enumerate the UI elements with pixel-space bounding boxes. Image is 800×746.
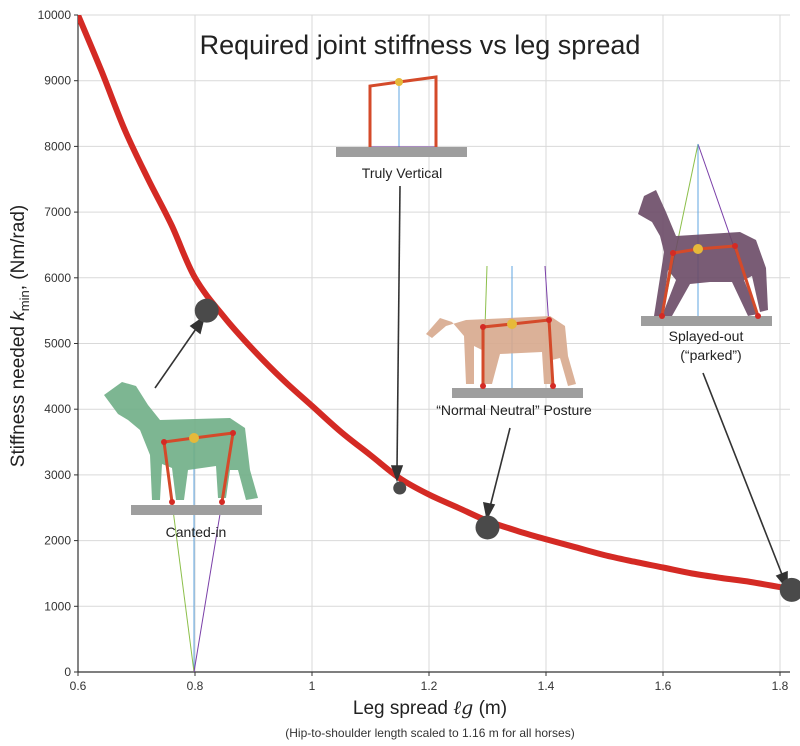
annotation-arrows — [154, 185, 788, 591]
x-axis-label: Leg spread ℓg (m) — [353, 697, 507, 719]
y-tick-label: 8000 — [44, 139, 71, 153]
y-axis-label-symbol: k — [8, 310, 29, 321]
horse-canted-in — [104, 382, 262, 673]
label-parked: (“parked”) — [680, 347, 741, 363]
horse-splayed-out — [638, 143, 772, 326]
key-point — [475, 515, 500, 540]
y-tick-label: 0 — [64, 665, 71, 679]
y-tick-label: 3000 — [44, 468, 71, 482]
frame-truly-vertical — [336, 75, 467, 157]
y-tick-label: 6000 — [44, 271, 71, 285]
y-tick-label: 9000 — [44, 74, 71, 88]
y-tick-label: 5000 — [44, 337, 71, 351]
y-tick-label: 7000 — [44, 205, 71, 219]
y-tick-label: 10000 — [38, 8, 72, 22]
key-point — [779, 577, 800, 602]
grid — [78, 14, 790, 673]
y-tick-label: 1000 — [44, 599, 71, 613]
y-tick-label: 4000 — [44, 402, 71, 416]
x-axis-footnote: (Hip-to-shoulder length scaled to 1.16 m… — [285, 726, 574, 740]
x-tick-label: 1.8 — [772, 679, 789, 693]
key-point — [393, 481, 407, 495]
chart-title: Required joint stiffness vs leg spread — [200, 30, 641, 60]
horse-normal-neutral — [426, 265, 583, 398]
x-tick-label: 1.2 — [421, 679, 438, 693]
label-truly-vertical: Truly Vertical — [362, 165, 442, 181]
x-tick-label: 1 — [309, 679, 316, 693]
x-tick-label: 0.8 — [187, 679, 204, 693]
y-axis-label-suffix: , (Nm/rad) — [8, 205, 29, 291]
x-tick-label: 1.6 — [655, 679, 672, 693]
key-points — [194, 298, 800, 602]
key-point — [194, 298, 219, 323]
x-axis-label-symbol: ℓg — [453, 697, 473, 719]
x-tick-label: 0.6 — [70, 679, 87, 693]
y-tick-label: 2000 — [44, 534, 71, 548]
x-axis-label-prefix: Leg spread — [353, 698, 453, 719]
y-axis-label-prefix: Stiffness needed — [8, 321, 29, 467]
x-tick-label: 1.4 — [538, 679, 555, 693]
label-splayed-out: Splayed-out — [669, 328, 744, 344]
y-axis-label: Stiffness needed kmin, (Nm/rad) — [8, 205, 32, 467]
x-axis-label-unit: (m) — [473, 698, 507, 719]
stiffness-curve — [78, 15, 790, 592]
axes: 0 1000 2000 3000 4000 5000 6000 7000 8000 9000 100… — [38, 8, 790, 693]
label-normal-neutral: “Normal Neutral” Posture — [436, 402, 592, 418]
label-canted-in: Canted-in — [166, 524, 227, 540]
y-axis-label-sub: min — [17, 290, 32, 311]
